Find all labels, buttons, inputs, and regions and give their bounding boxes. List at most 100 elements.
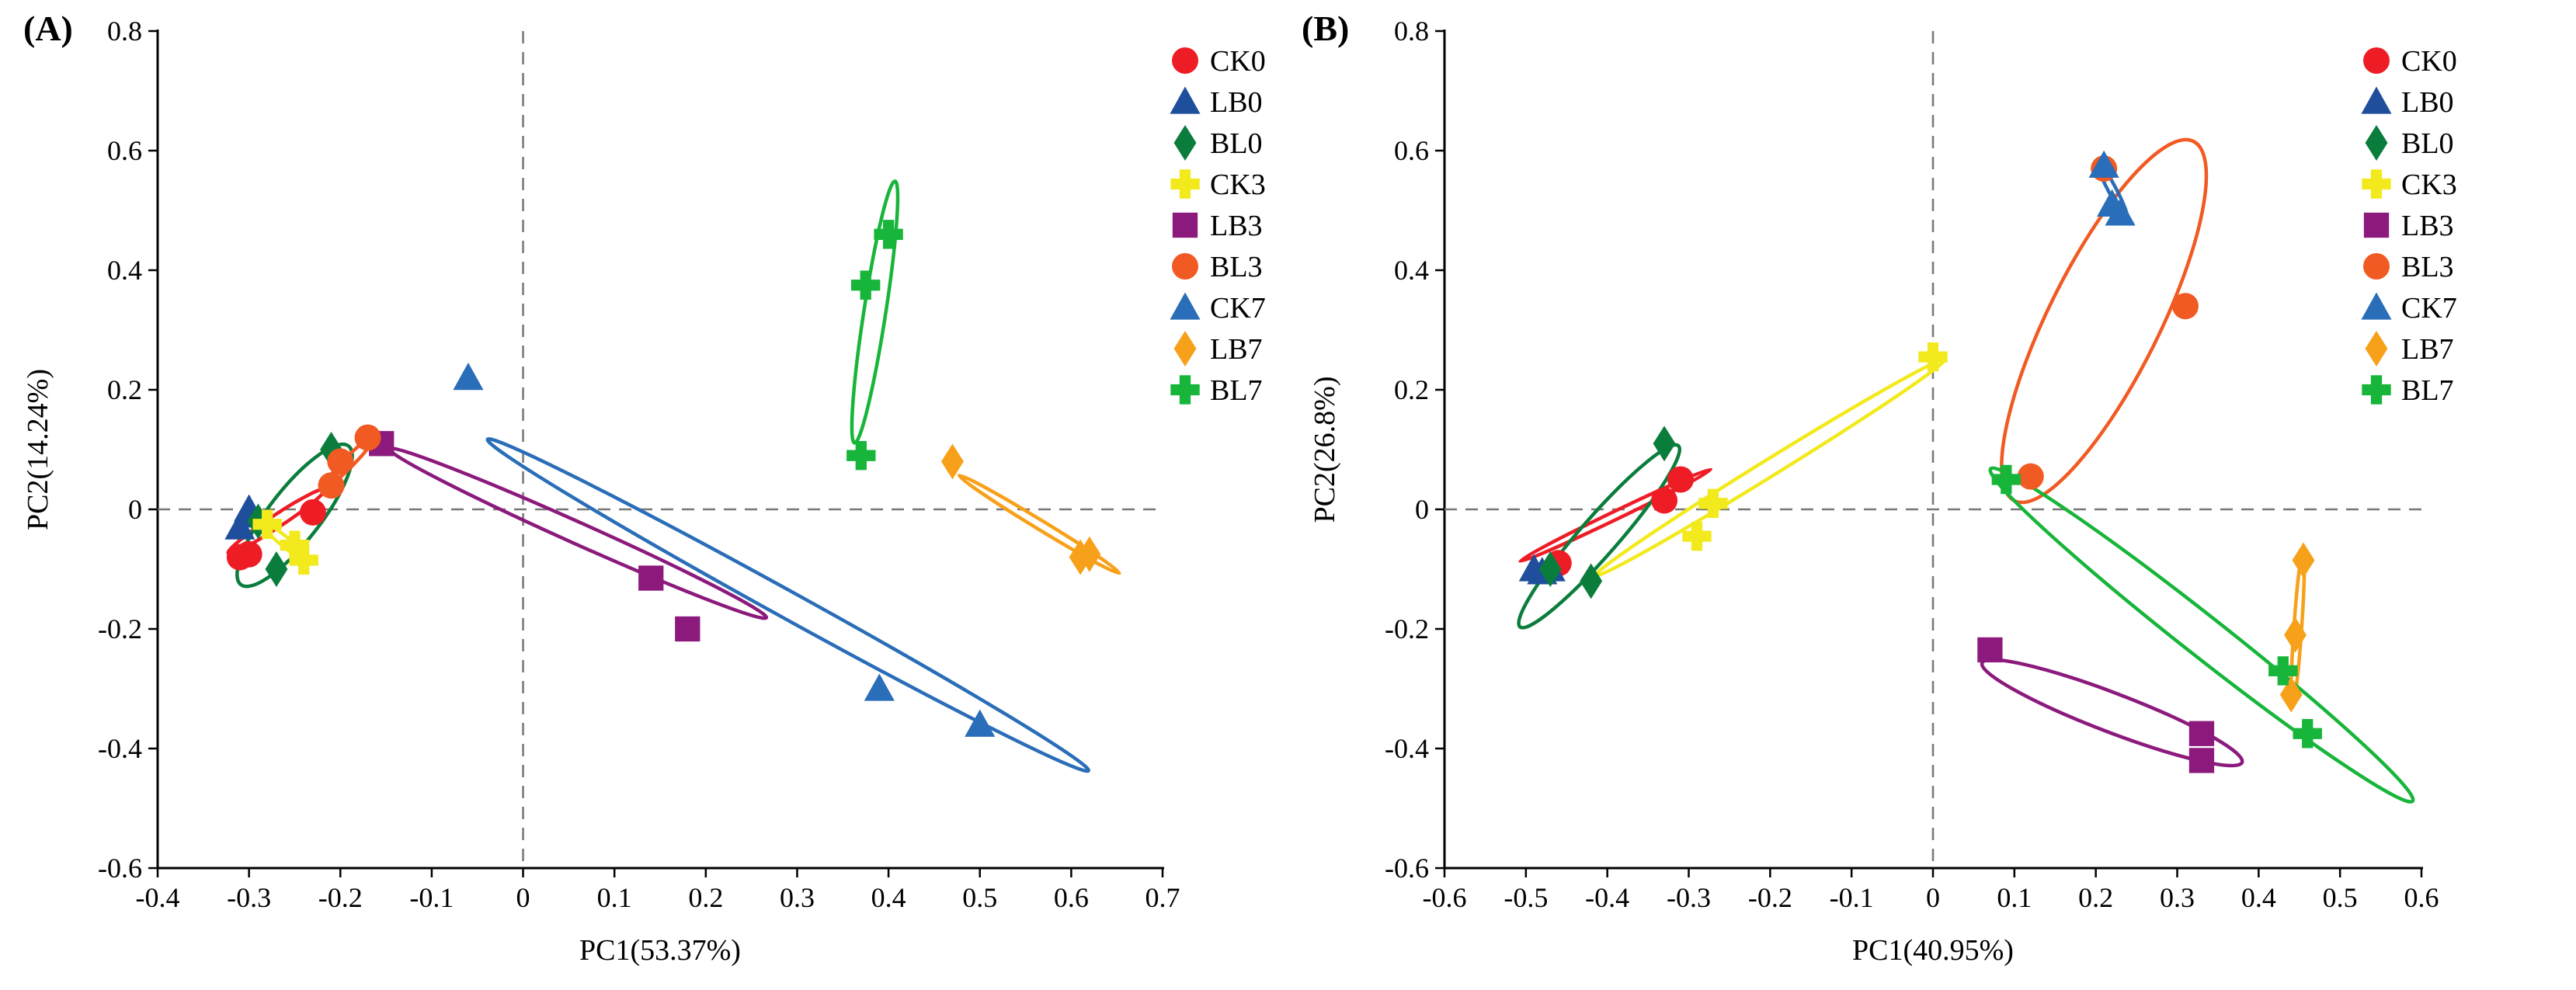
data-point-ck3 <box>252 509 282 539</box>
pca-chart-a: -0.4 -0.3 -0.2 -0.1 0 0.1 0.2 0.3 0.4 0.5 0.6 0.7 -0… <box>22 9 1266 967</box>
confidence-ellipse-bl0 <box>235 442 354 589</box>
legend-marker-bl7 <box>2362 375 2391 405</box>
legend-marker-bl0 <box>1173 125 1197 161</box>
data-point-ck7 <box>965 709 996 737</box>
data-point-ck3 <box>280 530 310 560</box>
pca-chart-b: -0.6 -0.5 -0.4 -0.3 -0.2 -0.1 0 0.1 0.2 0.3 0.4 0.5… <box>1302 9 2457 967</box>
data-point-ck7 <box>2088 150 2119 178</box>
legend-label-bl0: BL0 <box>2401 127 2454 160</box>
legend-label-bl3: BL3 <box>1210 251 1263 283</box>
legend-label-lb7: LB7 <box>2401 333 2454 366</box>
legend-label-ck7: CK7 <box>1210 292 1266 325</box>
legend-label-bl3: BL3 <box>2401 251 2454 283</box>
confidence-ellipse-lb3 <box>388 446 769 620</box>
x-tick-label: 0.2 <box>2078 882 2113 913</box>
y-tick-label: 0.2 <box>1394 374 1429 405</box>
y-tick-label: 0.6 <box>107 135 142 166</box>
data-point-bl3 <box>2017 463 2044 490</box>
y-tick-label: -0.2 <box>98 613 142 644</box>
confidence-ellipse-bl7 <box>850 179 900 445</box>
confidence-ellipse-ck0 <box>1518 467 1713 564</box>
data-point-bl3 <box>318 472 345 499</box>
data-point-bl0 <box>265 551 288 587</box>
y-tick-label: 0 <box>128 494 142 525</box>
data-point-bl7 <box>1991 464 2022 495</box>
legend-marker-lb7 <box>1173 331 1197 366</box>
x-tick-label: 0.4 <box>871 882 906 913</box>
y-tick-label: 0 <box>1415 494 1429 525</box>
data-point-bl3 <box>2171 293 2199 320</box>
x-tick-label: 0.6 <box>1054 882 1089 913</box>
x-tick-label: -0.4 <box>136 882 180 913</box>
panel-label: (B) <box>1302 9 1349 48</box>
data-point-bl7 <box>846 441 876 471</box>
data-point-ck3 <box>289 545 318 575</box>
confidence-ellipse-ck3 <box>1594 357 1947 578</box>
data-point-bl7 <box>850 270 881 300</box>
y-tick-label: 0.8 <box>1394 16 1429 47</box>
legend-marker-bl7 <box>1170 375 1200 405</box>
data-point-ck0 <box>1667 466 1695 493</box>
data-point-bl7 <box>2293 719 2322 749</box>
x-tick-label: 0.5 <box>2323 882 2358 913</box>
x-tick-label: -0.3 <box>227 882 271 913</box>
data-point-ck0 <box>235 540 262 568</box>
data-point-ck7 <box>2105 198 2136 226</box>
legend-marker-ck7 <box>1170 292 1201 320</box>
data-point-ck3 <box>1682 521 1712 551</box>
legend-label-lb3: LB3 <box>2401 210 2454 242</box>
data-point-lb3 <box>675 616 700 642</box>
data-point-ck0 <box>1651 487 1678 514</box>
confidence-ellipse-ck7 <box>485 437 1090 773</box>
legend-label-lb3: LB3 <box>1210 210 1263 242</box>
x-tick-label: 0.3 <box>780 882 815 913</box>
data-point-ck0 <box>299 498 326 526</box>
legend-marker-bl0 <box>2365 125 2388 161</box>
legend-label-ck0: CK0 <box>2401 45 2457 78</box>
confidence-ellipse-lb7 <box>957 473 1121 575</box>
y-tick-label: 0.4 <box>107 255 142 286</box>
pca-panel-a: -0.4 -0.3 -0.2 -0.1 0 0.1 0.2 0.3 0.4 0.5 0.6 0.7 -0… <box>22 9 1266 967</box>
data-point-lb3 <box>2188 748 2215 773</box>
x-tick-label: 0 <box>516 882 530 913</box>
data-point-bl3 <box>354 424 381 451</box>
x-axis-title: PC1(40.95%) <box>1852 934 2014 967</box>
confidence-ellipse-bl0 <box>1517 443 1682 630</box>
legend-marker-lb3 <box>1172 212 1198 238</box>
x-tick-label: 0 <box>1926 882 1940 913</box>
legend-label-bl0: BL0 <box>1210 127 1263 160</box>
y-tick-label: -0.4 <box>98 733 142 764</box>
legend-label-ck0: CK0 <box>1210 45 1266 78</box>
data-point-bl0 <box>1653 426 1676 462</box>
data-point-lb3 <box>2188 721 2215 746</box>
y-tick-label: 0.4 <box>1394 255 1429 286</box>
legend-marker-ck3 <box>2362 169 2391 199</box>
legend-label-bl7: BL7 <box>1210 374 1263 407</box>
data-point-bl7 <box>2268 656 2298 686</box>
legend-marker-bl3 <box>2363 253 2390 280</box>
data-point-bl7 <box>874 220 903 249</box>
y-axis-title: PC2(26.8%) <box>1309 377 1341 523</box>
y-axis-title: PC2(14.24%) <box>22 369 54 530</box>
data-point-ck7 <box>864 673 895 701</box>
data-point-ck7 <box>453 363 484 391</box>
x-tick-label: 0.1 <box>1997 882 2032 913</box>
legend-label-ck3: CK3 <box>1210 168 1266 201</box>
x-tick-label: 0.6 <box>2404 882 2439 913</box>
data-point-bl0 <box>1580 563 1603 599</box>
x-tick-label: 0.4 <box>2241 882 2276 913</box>
legend-marker-ck0 <box>2363 47 2390 74</box>
legend-marker-lb0 <box>1170 86 1201 114</box>
legend-marker-lb3 <box>2363 212 2390 238</box>
data-point-lb7 <box>2292 542 2315 578</box>
x-tick-label: -0.2 <box>318 882 363 913</box>
legend-label-ck3: CK3 <box>2401 168 2457 201</box>
x-tick-label: 0.1 <box>597 882 632 913</box>
x-tick-label: 0.2 <box>688 882 723 913</box>
x-tick-label: -0.3 <box>1667 882 1711 913</box>
x-tick-label: 0.3 <box>2160 882 2195 913</box>
legend-marker-ck3 <box>1170 169 1200 199</box>
data-point-bl3 <box>327 448 354 475</box>
data-point-ck3 <box>1918 342 1948 372</box>
legend-marker-lb0 <box>2361 86 2392 114</box>
